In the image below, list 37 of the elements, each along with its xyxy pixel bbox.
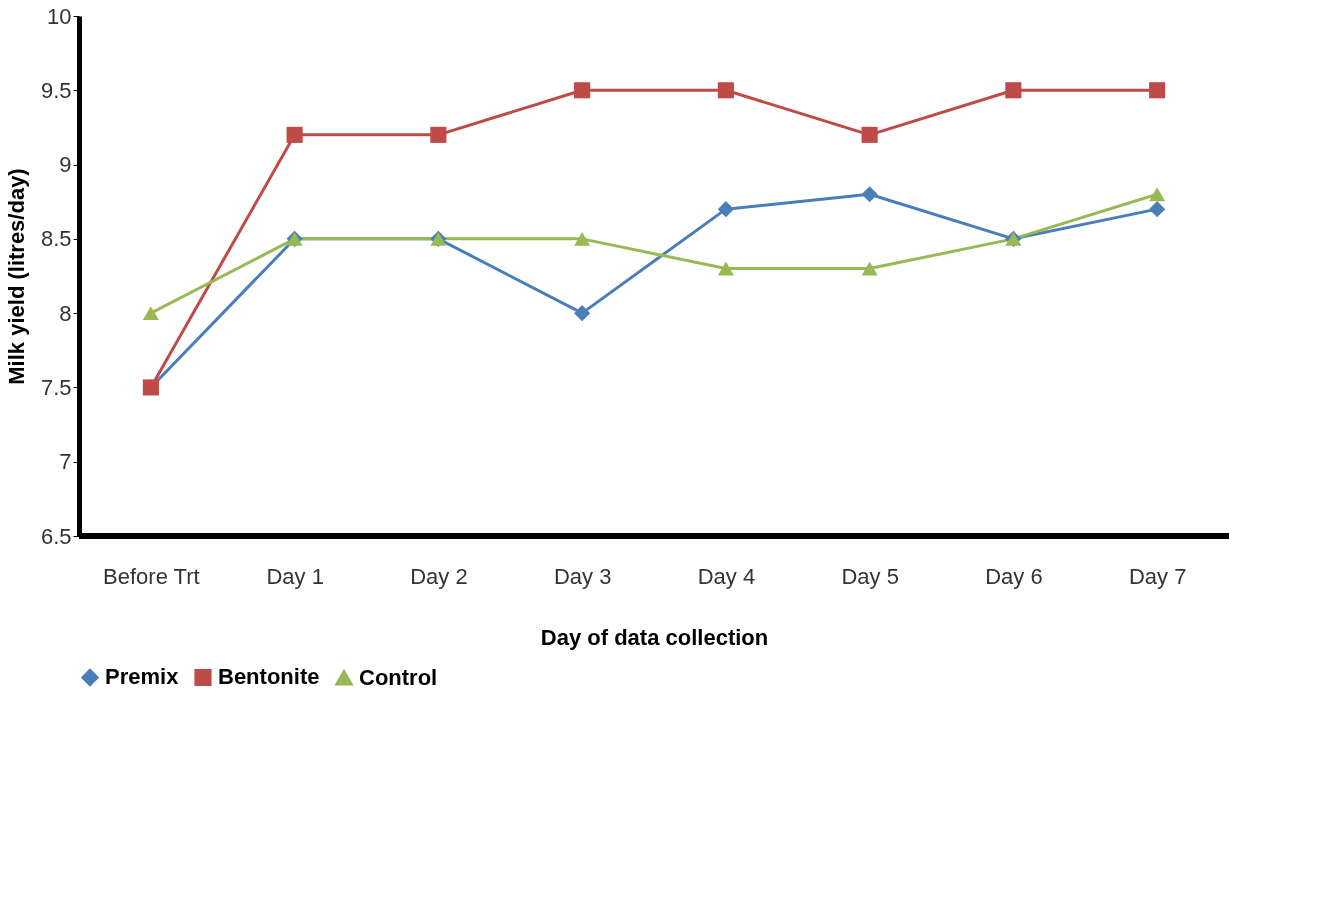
y-tick-label: 9.5 [40, 77, 72, 103]
legend-label: Premix [105, 664, 180, 690]
x-axis-title: Day of data collection [540, 624, 769, 650]
x-tick-label: Day 3 [553, 563, 612, 589]
x-tick-label: Before Trt [103, 563, 200, 589]
x-tick-label: Day 2 [410, 563, 468, 589]
legend-label: Control [359, 664, 438, 690]
point [574, 305, 591, 322]
point [286, 126, 303, 143]
point [861, 261, 878, 276]
point [430, 126, 447, 143]
point [861, 126, 878, 143]
y-axis-title: Milk yield (litres/day) [3, 168, 29, 385]
y-tick-label: 9 [59, 152, 72, 178]
x-tick-label: Day 4 [697, 563, 756, 589]
point [717, 82, 734, 99]
x-tick-label: Day 6 [985, 563, 1043, 589]
x-tick-label: Day 7 [1128, 563, 1187, 589]
y-tick-label: 10 [47, 3, 72, 29]
x-tick-label: Day 5 [841, 563, 899, 589]
point [717, 261, 734, 276]
point [717, 201, 734, 218]
y-tick-label: 7 [59, 449, 72, 475]
point [1149, 82, 1166, 99]
y-tick-label: 8 [59, 300, 72, 326]
point [574, 82, 591, 99]
legend-label: Bentonite [218, 664, 320, 690]
y-tick-label: 7.5 [40, 374, 72, 400]
point [1149, 187, 1166, 202]
y-tick-label: 6.5 [40, 523, 72, 549]
point [1149, 201, 1166, 218]
y-tick-label: 8.5 [40, 226, 72, 252]
point [574, 231, 591, 246]
point [1005, 82, 1022, 99]
x-tick-label: Day 1 [266, 563, 324, 589]
point [861, 186, 878, 203]
point [142, 306, 159, 321]
